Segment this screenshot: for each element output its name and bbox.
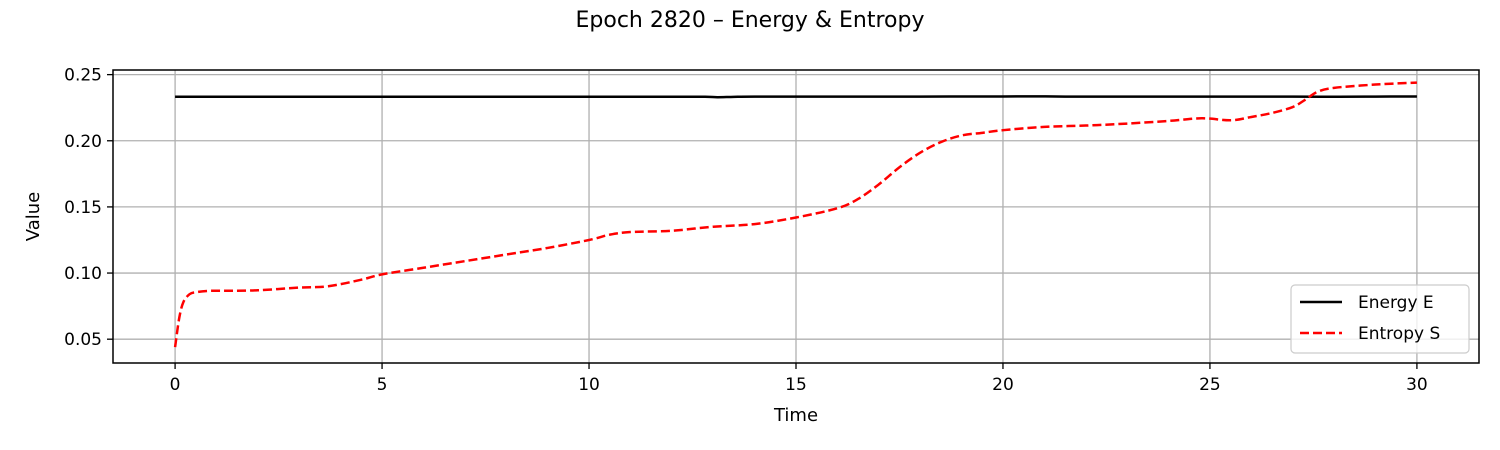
- x-tick-label: 0: [170, 375, 181, 395]
- x-tick-label: 20: [992, 375, 1014, 395]
- y-axis-label: Value: [23, 192, 44, 241]
- legend: Energy E Entropy S: [1290, 284, 1470, 354]
- x-axis-label: Time: [773, 405, 818, 426]
- series-line-energy-e: [175, 95, 1417, 99]
- series-layer: [173, 81, 1417, 348]
- y-tick-label: 0.20: [64, 132, 102, 152]
- x-tick-label: 10: [578, 375, 600, 395]
- x-tick-label: 5: [377, 375, 388, 395]
- y-tick-label: 0.15: [64, 198, 102, 218]
- y-tick-label: 0.05: [64, 330, 102, 350]
- legend-label-energy: Energy E: [1358, 293, 1434, 313]
- legend-label-entropy: Entropy S: [1358, 324, 1440, 344]
- series-line-entropy-s: [173, 81, 1417, 348]
- x-tick-label: 30: [1406, 375, 1428, 395]
- x-tick-label: 25: [1199, 375, 1221, 395]
- x-tick-label: 15: [785, 375, 807, 395]
- y-tick-label: 0.25: [64, 66, 102, 86]
- chart-title: Epoch 2820 – Energy & Entropy: [576, 8, 925, 33]
- axis-ticks: 0 5 10 15 20 25 30 0.05 0.10 0.15 0.20 0.25: [64, 66, 1428, 395]
- y-tick-label: 0.10: [64, 264, 102, 284]
